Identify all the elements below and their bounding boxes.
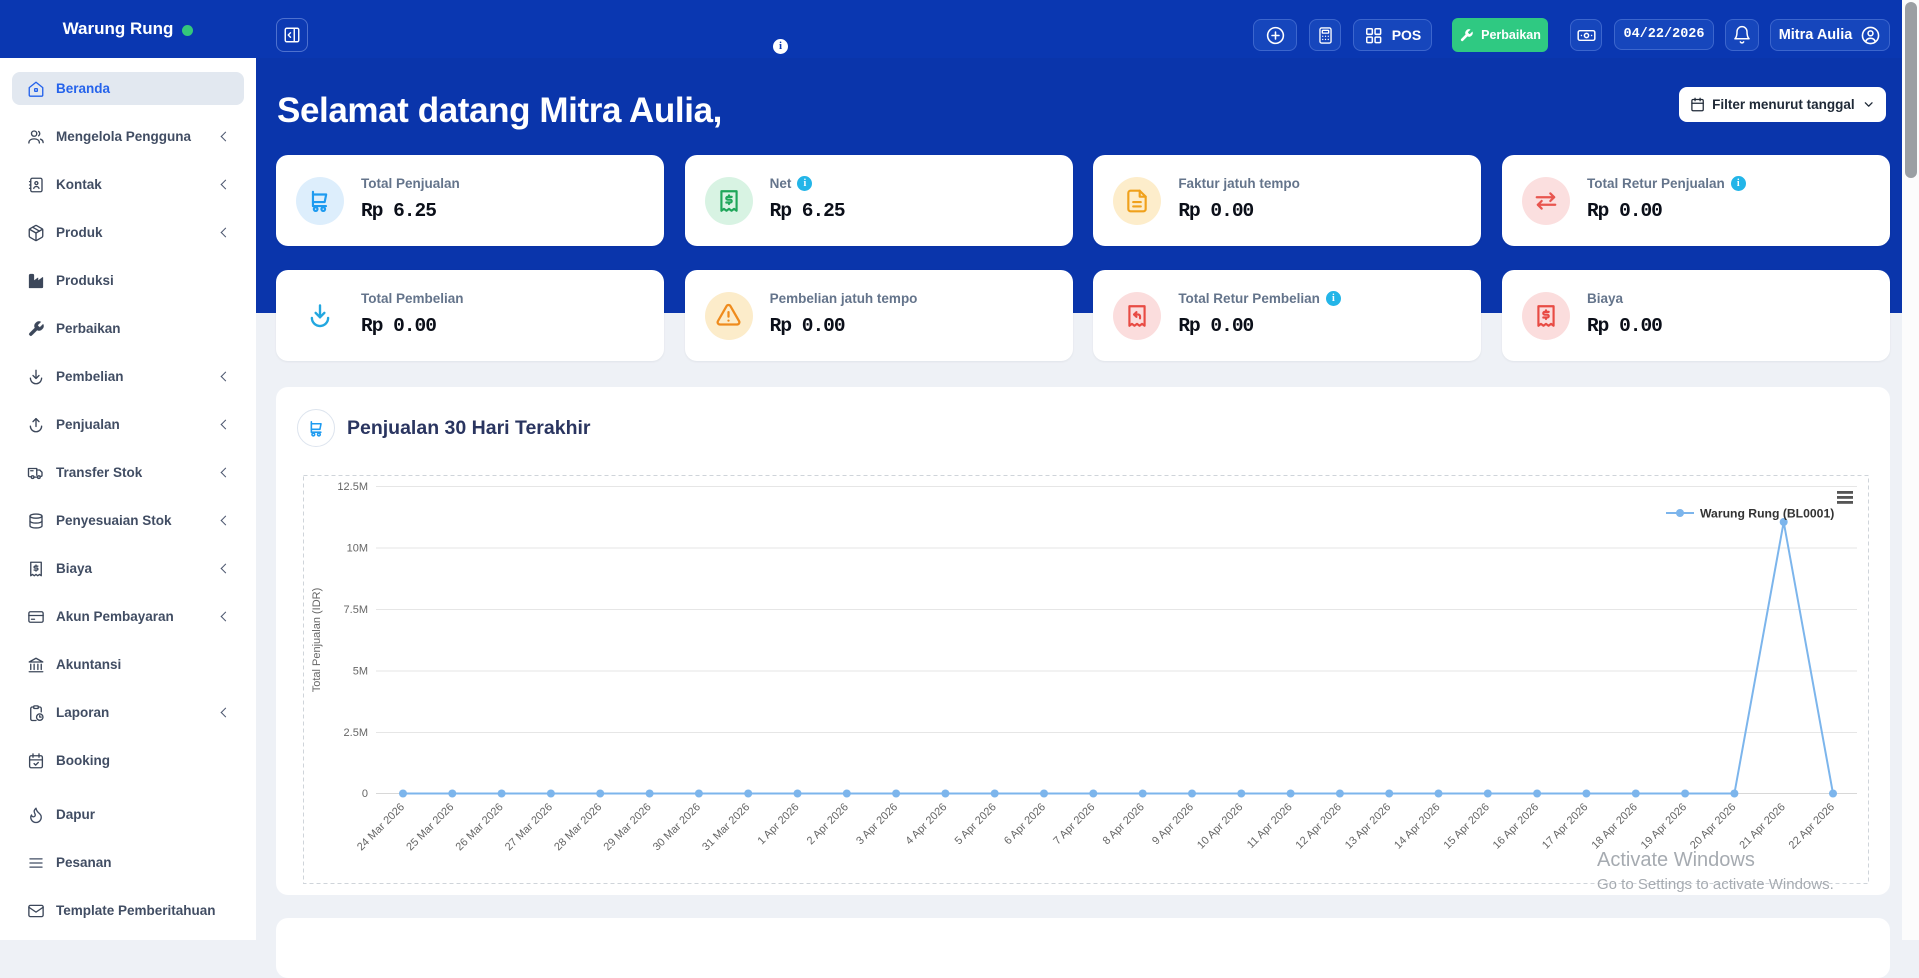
svg-text:29 Mar 2026: 29 Mar 2026 <box>602 801 654 853</box>
svg-text:7 Apr 2026: 7 Apr 2026 <box>1051 801 1097 847</box>
svg-text:2 Apr 2026: 2 Apr 2026 <box>805 801 851 847</box>
svg-text:30 Mar 2026: 30 Mar 2026 <box>651 801 703 853</box>
svg-text:10 Apr 2026: 10 Apr 2026 <box>1195 801 1245 851</box>
svg-text:14 Apr 2026: 14 Apr 2026 <box>1392 801 1442 851</box>
svg-text:19 Apr 2026: 19 Apr 2026 <box>1639 801 1689 851</box>
svg-text:17 Apr 2026: 17 Apr 2026 <box>1540 801 1590 851</box>
svg-text:20 Apr 2026: 20 Apr 2026 <box>1688 801 1738 851</box>
svg-text:12.5M: 12.5M <box>337 481 368 493</box>
svg-text:13 Apr 2026: 13 Apr 2026 <box>1343 801 1393 851</box>
svg-text:5 Apr 2026: 5 Apr 2026 <box>953 801 999 847</box>
svg-text:22 Apr 2026: 22 Apr 2026 <box>1787 801 1837 851</box>
svg-text:Warung Rung (BL0001): Warung Rung (BL0001) <box>1700 507 1834 521</box>
svg-text:7.5M: 7.5M <box>344 604 368 616</box>
svg-text:15 Apr 2026: 15 Apr 2026 <box>1441 801 1491 851</box>
svg-text:16 Apr 2026: 16 Apr 2026 <box>1491 801 1541 851</box>
svg-text:31 Mar 2026: 31 Mar 2026 <box>700 801 752 853</box>
svg-text:3 Apr 2026: 3 Apr 2026 <box>854 801 900 847</box>
svg-text:10M: 10M <box>347 543 368 555</box>
svg-text:1 Apr 2026: 1 Apr 2026 <box>756 801 802 847</box>
svg-text:27 Mar 2026: 27 Mar 2026 <box>503 801 555 853</box>
svg-text:18 Apr 2026: 18 Apr 2026 <box>1589 801 1639 851</box>
svg-text:4 Apr 2026: 4 Apr 2026 <box>903 801 949 847</box>
svg-text:Total Penjualan (IDR): Total Penjualan (IDR) <box>311 588 323 693</box>
svg-text:11 Apr 2026: 11 Apr 2026 <box>1245 801 1295 851</box>
svg-text:2.5M: 2.5M <box>344 727 368 739</box>
svg-text:0: 0 <box>362 788 368 800</box>
svg-text:28 Mar 2026: 28 Mar 2026 <box>552 801 604 853</box>
svg-text:9 Apr 2026: 9 Apr 2026 <box>1150 801 1196 847</box>
svg-text:12 Apr 2026: 12 Apr 2026 <box>1294 801 1344 851</box>
svg-text:21 Apr 2026: 21 Apr 2026 <box>1737 801 1787 851</box>
svg-text:8 Apr 2026: 8 Apr 2026 <box>1101 801 1147 847</box>
svg-text:26 Mar 2026: 26 Mar 2026 <box>454 801 506 853</box>
svg-text:25 Mar 2026: 25 Mar 2026 <box>404 801 456 853</box>
svg-text:6 Apr 2026: 6 Apr 2026 <box>1002 801 1048 847</box>
svg-text:24 Mar 2026: 24 Mar 2026 <box>355 801 407 853</box>
svg-text:5M: 5M <box>353 666 368 678</box>
